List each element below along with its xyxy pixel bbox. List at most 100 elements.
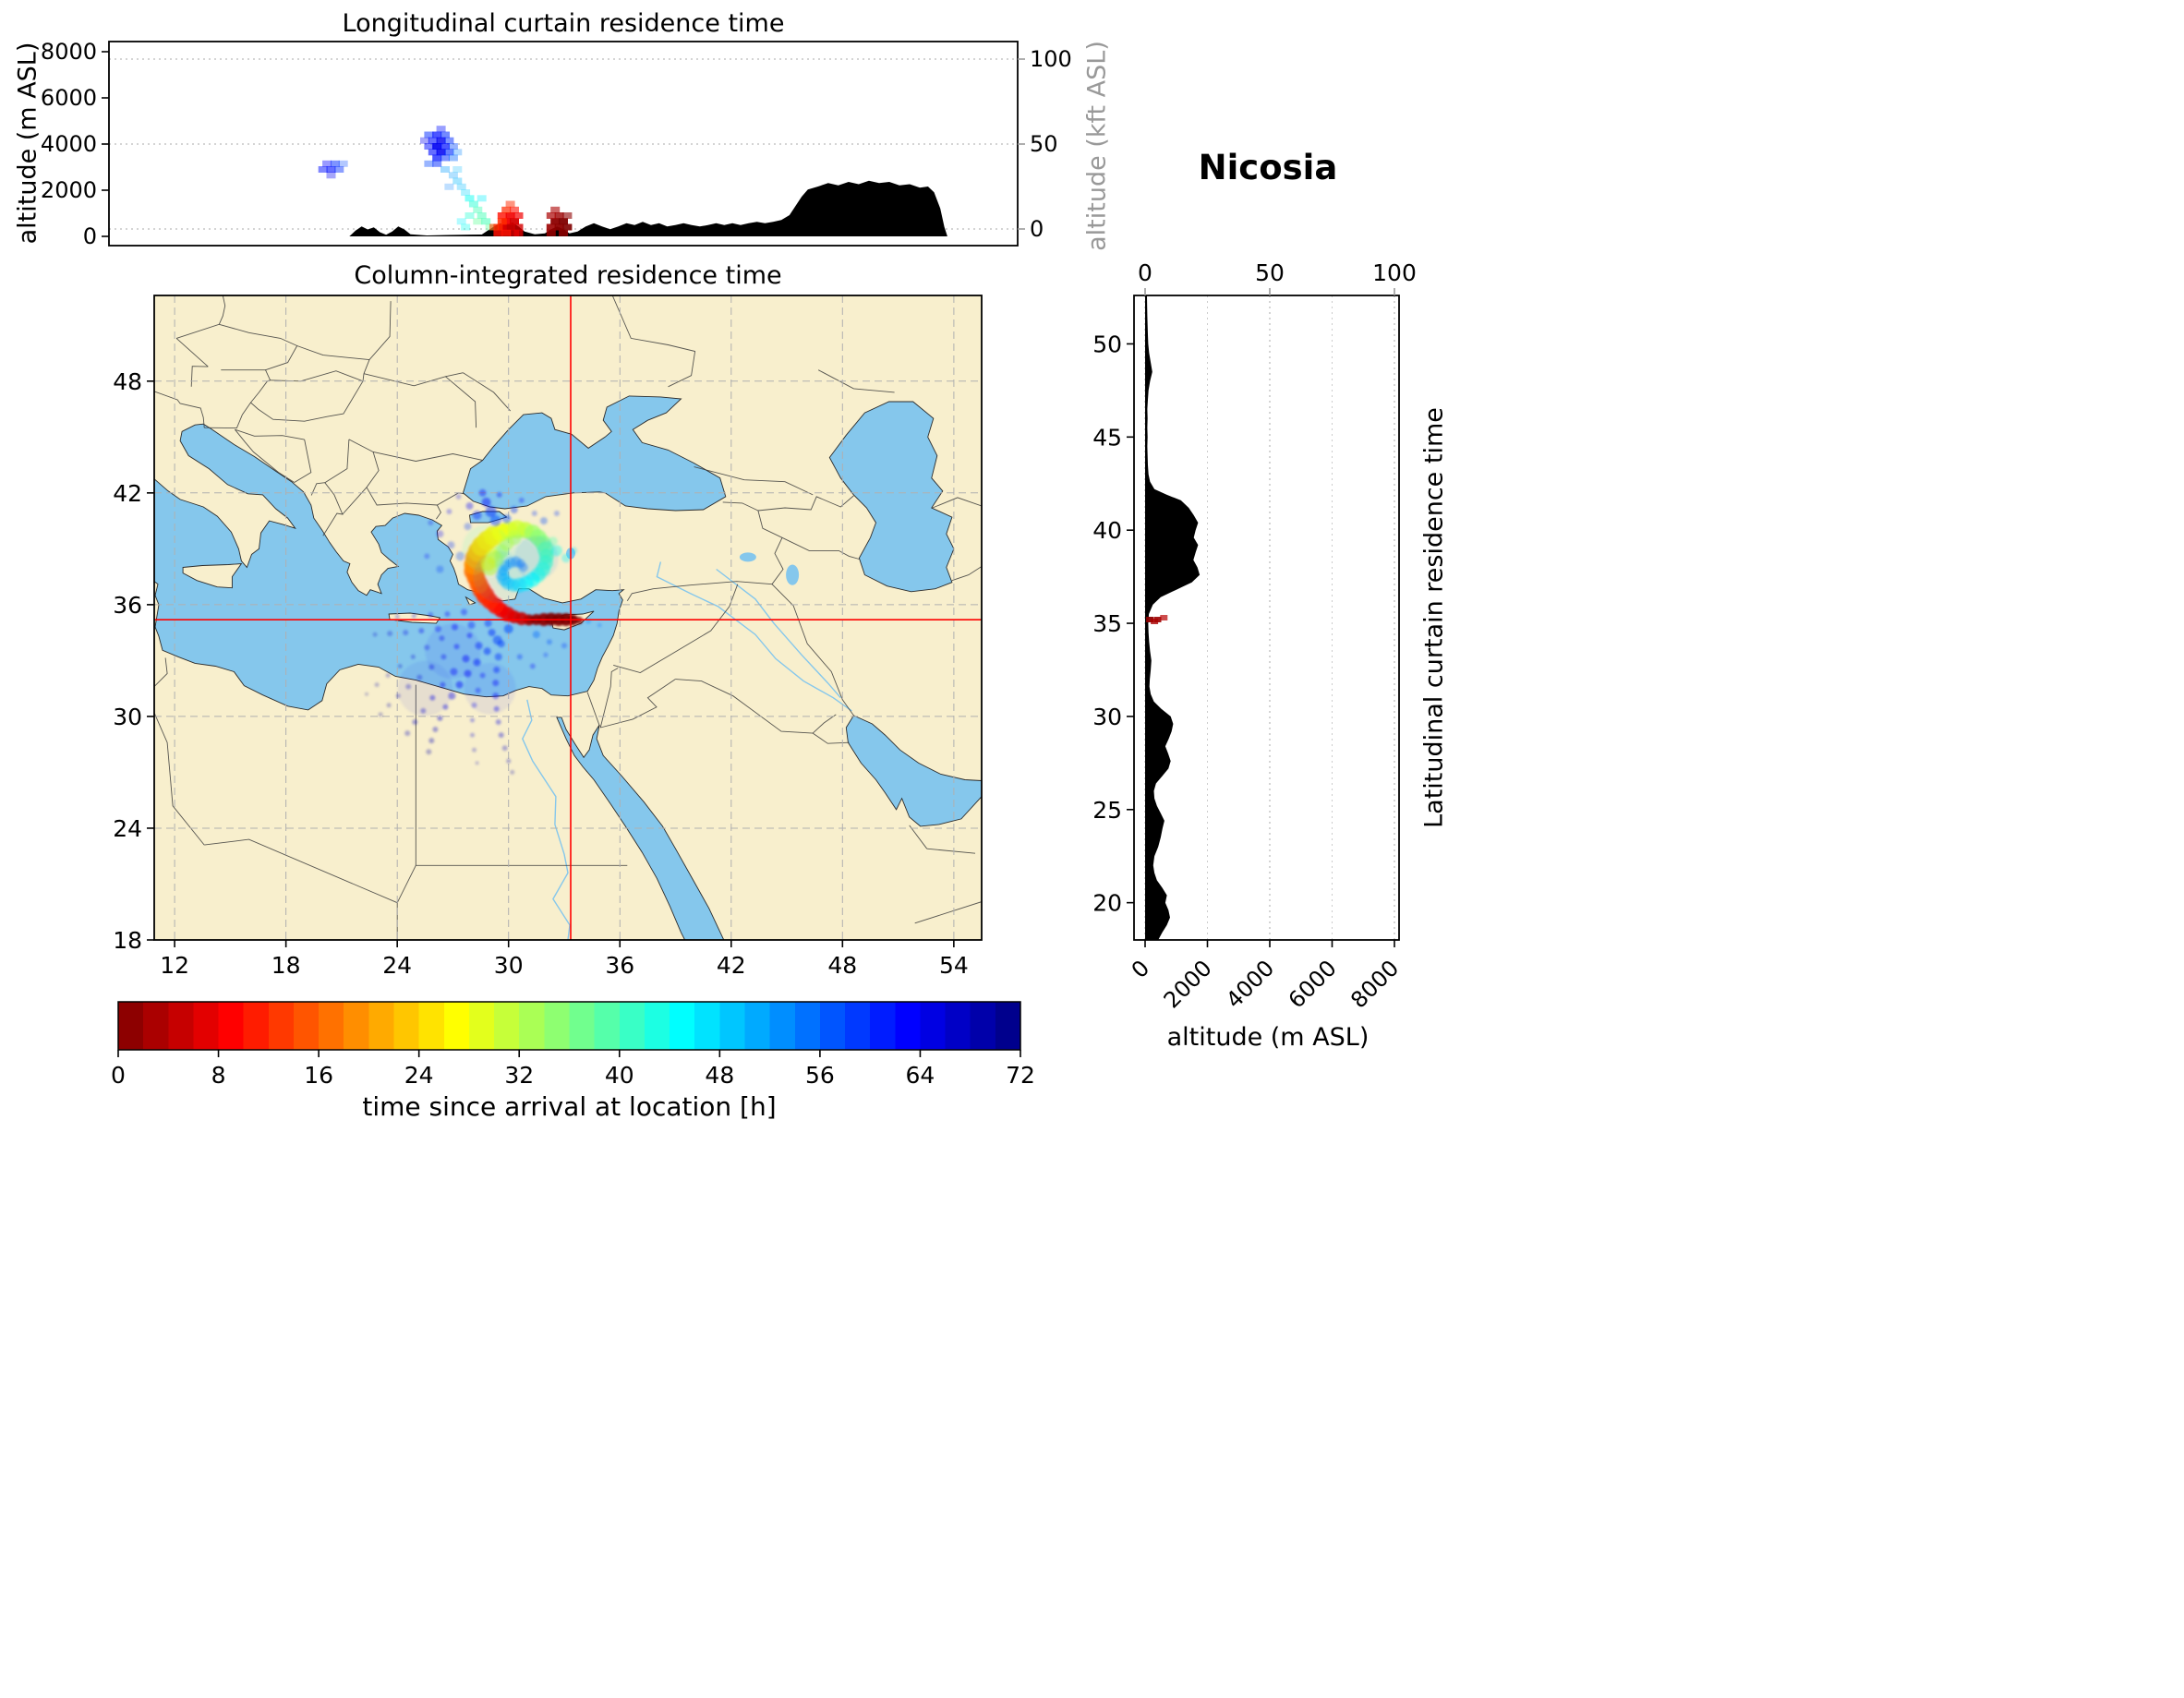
colorbar-gradient-bar: [117, 1001, 1021, 1051]
colorbar-label: time since arrival at location [h]: [362, 1091, 777, 1122]
residence-cell: [444, 149, 454, 156]
tick-label: 2000: [41, 177, 97, 203]
plume-point: [561, 643, 567, 649]
residence-cell: [477, 212, 487, 219]
residence-cell: [424, 143, 434, 150]
residence-cell: [432, 154, 442, 162]
residence-cell: [497, 218, 507, 225]
border-line: [265, 345, 298, 371]
border-line: [342, 487, 368, 515]
plume-point: [485, 506, 497, 517]
residence-cell: [456, 218, 466, 225]
residence-cell: [420, 137, 429, 144]
residence-cell: [432, 160, 442, 167]
plume-point: [455, 551, 465, 561]
border-line: [175, 338, 209, 367]
plume-point: [374, 682, 380, 688]
tick-label: 24: [382, 952, 412, 979]
border-line: [781, 536, 860, 560]
residence-cell: [444, 183, 454, 190]
longitudinal-curtain-plot: 0 2000 4000 6000 8000 0 50 100: [41, 39, 1072, 249]
island: [182, 562, 243, 589]
border-line: [671, 584, 739, 655]
border-line: [190, 366, 209, 387]
residence-cell: [444, 137, 454, 144]
plume-point: [455, 680, 464, 689]
plot-frame: [1133, 295, 1400, 941]
plume-point: [385, 673, 391, 678]
plume-point: [410, 654, 416, 659]
residence-cell: [546, 223, 556, 231]
residence-cell: [493, 229, 503, 236]
border-line: [250, 380, 364, 422]
plume-point: [446, 509, 452, 514]
border-line: [600, 679, 676, 729]
sea-body: [462, 395, 727, 512]
residence-cell: [501, 206, 512, 213]
residence-cell: [546, 229, 556, 236]
residence-cell: [501, 229, 512, 236]
colorbar: 0 8 16 24 32 40 48 56 64 72: [111, 1001, 1035, 1089]
plume-point: [397, 664, 403, 668]
border-line: [154, 657, 168, 687]
residence-cell: [554, 223, 564, 231]
residence-cell: [493, 223, 503, 231]
residence-plume: [365, 488, 602, 775]
residence-cell: [550, 218, 561, 225]
plume-point: [532, 631, 540, 639]
colorbar-tick-label: 32: [504, 1062, 534, 1089]
tick-label: 18: [271, 952, 301, 979]
tick-label: 36: [113, 592, 142, 619]
tick-label: 40: [1092, 517, 1122, 544]
border-line: [154, 712, 205, 846]
station-name: Nicosia: [1198, 148, 1338, 187]
plume-point: [498, 732, 504, 739]
colorbar-tick-label: 16: [304, 1062, 333, 1089]
plume-point: [365, 692, 368, 696]
residence-cell: [338, 160, 348, 167]
tick-label: 0: [1127, 955, 1155, 983]
residence-cell: [456, 183, 466, 190]
river: [716, 568, 841, 699]
sea-body: [845, 715, 982, 827]
plume-point: [467, 621, 476, 630]
tick-label: 6000: [1284, 955, 1342, 1013]
tick-label: 12: [160, 952, 189, 979]
residence-cell: [461, 223, 471, 231]
plume-point: [387, 631, 393, 637]
plume-point: [470, 732, 475, 738]
longitudinal-title: Longitudinal curtain residence time: [342, 9, 785, 38]
tick-label: 6000: [41, 85, 97, 111]
tick-label: 18: [113, 927, 142, 954]
residence-cell: [562, 212, 573, 219]
residence-cell: [440, 166, 450, 173]
residence-cell: [326, 166, 336, 173]
residence-cell: [477, 195, 487, 202]
residence-cell: [510, 218, 519, 225]
plume-point: [455, 493, 462, 500]
colorbar-tick-label: 56: [805, 1062, 835, 1089]
plume-point: [570, 547, 577, 555]
plume-point: [506, 758, 512, 764]
residence-cell: [428, 137, 438, 144]
plume-point: [494, 653, 502, 661]
plume-point: [372, 632, 378, 637]
residence-cell: [432, 131, 442, 138]
plume-point: [483, 647, 491, 656]
border-line: [599, 668, 619, 729]
colorbar-tick-label: 24: [404, 1062, 434, 1089]
tick-label: 4000: [1221, 955, 1279, 1013]
plume-point: [386, 703, 392, 708]
border-line: [675, 679, 814, 734]
plume-point: [426, 749, 432, 755]
tick-label: 24: [113, 815, 142, 842]
land: [154, 295, 982, 940]
border-line: [817, 369, 895, 393]
residence-cell: [436, 137, 446, 144]
terrain-silhouette: [1145, 295, 1201, 940]
lake: [739, 552, 756, 562]
plume-point: [503, 624, 513, 634]
residence-cell: [428, 149, 438, 156]
residence-cell: [436, 126, 446, 133]
tick-label: 54: [939, 952, 969, 979]
